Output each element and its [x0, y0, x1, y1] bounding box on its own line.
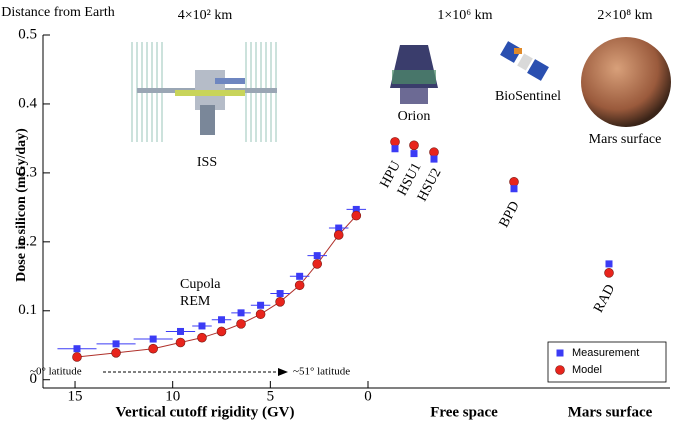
measurement-point	[313, 252, 321, 260]
model-point	[509, 177, 519, 187]
distance: 2×10⁸ km	[597, 8, 652, 23]
legend	[547, 341, 667, 383]
measurement-point	[112, 340, 120, 348]
measurement-point	[430, 155, 438, 163]
measurement-point	[510, 185, 518, 193]
x-tick-label: 15	[68, 388, 83, 404]
model-point	[255, 309, 266, 320]
model-point	[197, 332, 207, 343]
measurement-point	[410, 150, 418, 158]
y-tick-label: 0.2	[18, 233, 37, 249]
model-point	[148, 343, 158, 354]
measurement-point	[218, 316, 226, 324]
group-label: Free space	[430, 404, 498, 420]
craft-label: ISS	[197, 155, 217, 170]
model-point	[429, 147, 439, 158]
measurement-point	[257, 301, 265, 309]
model-point	[409, 140, 419, 151]
model-point	[111, 348, 121, 358]
biosentinel-image	[500, 41, 549, 81]
model-point	[351, 210, 362, 221]
legend-label: Model	[572, 364, 602, 376]
latitude-label: ~51° latitude	[293, 366, 350, 378]
y-tick-label: 0.3	[18, 164, 37, 180]
measurement-point	[335, 224, 343, 232]
measurement-point	[352, 205, 360, 213]
model-point	[216, 326, 227, 337]
measurement-point	[177, 327, 184, 335]
model-point	[72, 352, 82, 362]
y-tick-label: 0.1	[18, 302, 37, 318]
craft-label: BioSentinel	[495, 89, 561, 104]
latitude-label: ~0° latitude	[30, 366, 82, 378]
orion-image	[390, 45, 438, 104]
iss-image	[131, 42, 277, 142]
measurement-point	[296, 272, 304, 280]
legend-swatch	[556, 349, 564, 357]
y-axis-label: Dose in silicon (mGy/day)	[14, 128, 29, 282]
instrument-label: Cupola REM	[180, 277, 221, 309]
mars-image	[581, 37, 671, 127]
measurement-point	[237, 309, 245, 317]
legend-swatch	[555, 365, 565, 375]
model-point	[294, 280, 305, 291]
y-tick-label: 0	[30, 371, 38, 387]
model-point	[604, 268, 614, 278]
model-point	[333, 230, 344, 240]
y-tick-label: 0.5	[18, 26, 37, 42]
legend-label: Measurement	[572, 347, 639, 359]
measurement-point	[605, 260, 613, 268]
craft-label: Mars surface	[589, 132, 662, 147]
model-point	[236, 319, 246, 329]
model-point	[175, 337, 186, 348]
measurement-point	[73, 345, 81, 353]
measurement-point	[198, 322, 206, 330]
model-point	[312, 259, 323, 269]
point-label: BPD	[497, 199, 523, 230]
x-axis-label: Vertical cutoff rigidity (GV)	[116, 404, 295, 420]
point-label: RAD	[591, 282, 618, 315]
distance: 1×10⁶ km	[437, 8, 492, 23]
model-point	[275, 297, 285, 307]
distance: 4×10² km	[178, 8, 233, 23]
group-label: Mars surface	[568, 404, 653, 420]
measurement-point	[149, 335, 157, 343]
distance-title: Distance from Earth	[1, 5, 115, 20]
model-point	[390, 137, 400, 147]
craft-label: Orion	[398, 109, 431, 124]
measurement-point	[276, 290, 284, 298]
y-tick-label: 0.4	[18, 95, 37, 111]
measurement-point	[391, 145, 399, 153]
x-tick-label: 5	[267, 388, 275, 404]
x-tick-label: 10	[165, 388, 180, 404]
x-tick-label: 0	[364, 388, 372, 404]
